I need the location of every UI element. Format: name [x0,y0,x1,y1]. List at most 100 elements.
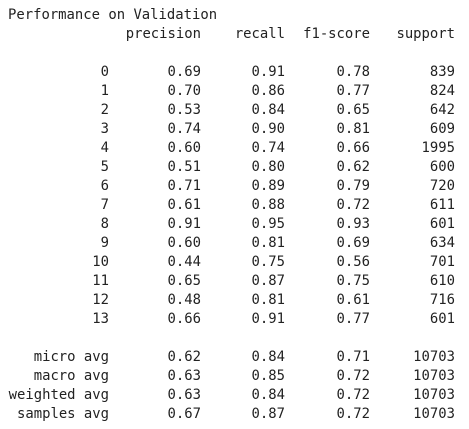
recall-cell: 0.91 [251,311,285,327]
precision-cell: 0.61 [167,197,201,213]
support-cell: 600 [429,159,455,175]
row-label: 6 [100,178,109,194]
class-rows: 0 0.69 0.91 0.78 839 1 0.70 0.86 0.77 82… [8,63,463,329]
recall-cell: 0.86 [251,83,285,99]
row-label: 3 [100,121,109,137]
row-label: 13 [92,311,109,327]
f1-cell: 0.71 [336,349,370,365]
row-label: micro avg [33,349,109,365]
support-cell: 611 [429,197,455,213]
row-label: 0 [100,64,109,80]
header-row: precision recall f1-score support [8,25,463,44]
recall-cell: 0.95 [251,216,285,232]
row-label: 7 [100,197,109,213]
header-precision: precision [125,26,201,42]
table-row: 1 0.70 0.86 0.77 824 [8,82,463,101]
support-cell: 10703 [413,387,455,403]
support-cell: 824 [429,83,455,99]
f1-cell: 0.56 [336,254,370,270]
spacer-line [8,44,463,63]
average-row: micro avg 0.62 0.84 0.71 10703 [8,348,463,367]
recall-cell: 0.84 [251,387,285,403]
row-label: macro avg [33,368,109,384]
recall-cell: 0.84 [251,349,285,365]
row-label: 8 [100,216,109,232]
average-row: samples avg 0.67 0.87 0.72 10703 [8,405,463,424]
precision-cell: 0.69 [167,64,201,80]
recall-cell: 0.84 [251,102,285,118]
recall-cell: 0.87 [251,406,285,422]
recall-cell: 0.89 [251,178,285,194]
table-row: 3 0.74 0.90 0.81 609 [8,120,463,139]
row-label: samples avg [17,406,109,422]
table-row: 13 0.66 0.91 0.77 601 [8,310,463,329]
support-cell: 1995 [421,140,455,156]
precision-cell: 0.51 [167,159,201,175]
row-label: 10 [92,254,109,270]
f1-cell: 0.77 [336,83,370,99]
classification-report: Performance on Validation precision reca… [8,6,463,424]
header-label-spacer [8,25,109,44]
precision-cell: 0.63 [167,387,201,403]
row-label: 11 [92,273,109,289]
f1-cell: 0.79 [336,178,370,194]
f1-cell: 0.72 [336,387,370,403]
precision-cell: 0.53 [167,102,201,118]
recall-cell: 0.80 [251,159,285,175]
row-label: 12 [92,292,109,308]
f1-cell: 0.93 [336,216,370,232]
table-row: 12 0.48 0.81 0.61 716 [8,291,463,310]
precision-cell: 0.74 [167,121,201,137]
f1-cell: 0.69 [336,235,370,251]
f1-cell: 0.72 [336,197,370,213]
support-cell: 720 [429,178,455,194]
recall-cell: 0.88 [251,197,285,213]
precision-cell: 0.71 [167,178,201,194]
support-cell: 10703 [413,406,455,422]
support-cell: 716 [429,292,455,308]
f1-cell: 0.65 [336,102,370,118]
f1-cell: 0.66 [336,140,370,156]
precision-cell: 0.67 [167,406,201,422]
support-cell: 610 [429,273,455,289]
f1-cell: 0.81 [336,121,370,137]
precision-cell: 0.91 [167,216,201,232]
recall-cell: 0.75 [251,254,285,270]
row-label: 1 [100,83,109,99]
header-support: support [396,26,455,42]
precision-cell: 0.63 [167,368,201,384]
row-label: weighted avg [8,387,109,403]
report-title: Performance on Validation [8,7,218,23]
table-row: 10 0.44 0.75 0.56 701 [8,253,463,272]
support-cell: 601 [429,216,455,232]
recall-cell: 0.81 [251,292,285,308]
f1-cell: 0.78 [336,64,370,80]
precision-cell: 0.48 [167,292,201,308]
row-label: 5 [100,159,109,175]
header-f1-score: f1-score [303,26,370,42]
precision-cell: 0.66 [167,311,201,327]
f1-cell: 0.61 [336,292,370,308]
precision-cell: 0.60 [167,235,201,251]
support-cell: 10703 [413,368,455,384]
average-row: macro avg 0.63 0.85 0.72 10703 [8,367,463,386]
precision-cell: 0.65 [167,273,201,289]
support-cell: 701 [429,254,455,270]
table-row: 6 0.71 0.89 0.79 720 [8,177,463,196]
recall-cell: 0.74 [251,140,285,156]
recall-cell: 0.85 [251,368,285,384]
precision-cell: 0.44 [167,254,201,270]
table-row: 2 0.53 0.84 0.65 642 [8,101,463,120]
table-row: 0 0.69 0.91 0.78 839 [8,63,463,82]
recall-cell: 0.81 [251,235,285,251]
f1-cell: 0.72 [336,368,370,384]
f1-cell: 0.77 [336,311,370,327]
precision-cell: 0.62 [167,349,201,365]
f1-cell: 0.72 [336,406,370,422]
table-row: 7 0.61 0.88 0.72 611 [8,196,463,215]
support-cell: 609 [429,121,455,137]
support-cell: 601 [429,311,455,327]
recall-cell: 0.87 [251,273,285,289]
row-label: 2 [100,102,109,118]
table-row: 11 0.65 0.87 0.75 610 [8,272,463,291]
